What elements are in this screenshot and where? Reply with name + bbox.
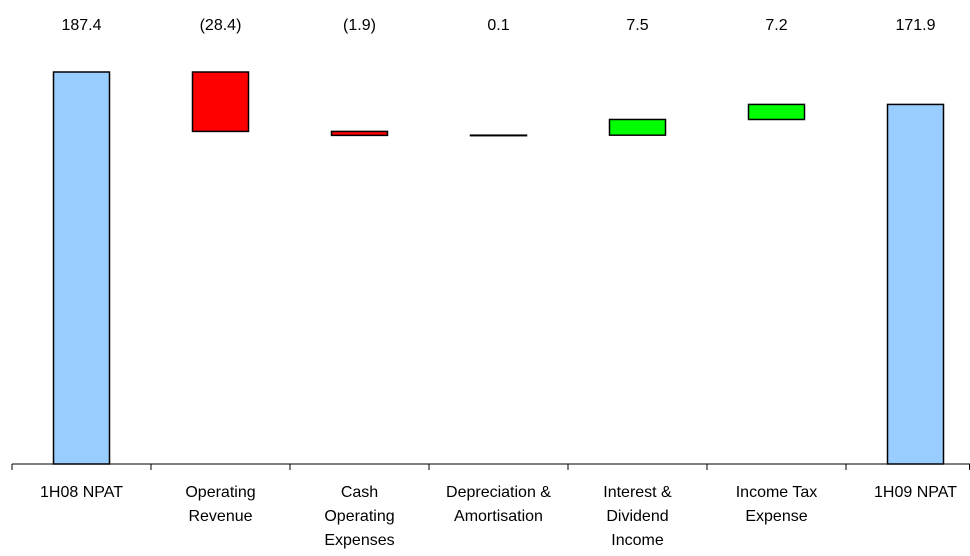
value-label: 171.9	[895, 17, 935, 34]
value-label: (28.4)	[200, 17, 242, 34]
value-label: (1.9)	[343, 17, 376, 34]
value-label: 0.1	[487, 17, 509, 34]
x-tick-label: Dividend	[606, 508, 668, 525]
x-tick-label: Amortisation	[454, 508, 543, 525]
x-tick-label: 1H08 NPAT	[40, 484, 123, 501]
x-tick-label: Operating	[324, 508, 394, 525]
x-tick-label: Interest &	[603, 484, 672, 501]
x-tick-label: Revenue	[188, 508, 252, 525]
x-tick-label: Income	[611, 532, 664, 549]
bar	[608, 118, 667, 136]
bar	[52, 71, 111, 465]
value-label: 7.2	[765, 17, 787, 34]
bar	[747, 103, 806, 121]
x-tick-label: 1H09 NPAT	[874, 484, 957, 501]
x-tick-label: Income Tax	[736, 484, 818, 501]
x-tick-label: Expenses	[324, 532, 394, 549]
bar	[469, 134, 528, 137]
x-tick-label: Operating	[185, 484, 255, 501]
bar	[191, 71, 250, 133]
value-label: 7.5	[626, 17, 648, 34]
bar	[330, 130, 389, 137]
x-tick-label: Depreciation &	[446, 484, 551, 501]
x-tick-label: Expense	[745, 508, 807, 525]
value-label: 187.4	[61, 17, 101, 34]
bar	[886, 103, 945, 465]
x-tick-label: Cash	[341, 484, 378, 501]
